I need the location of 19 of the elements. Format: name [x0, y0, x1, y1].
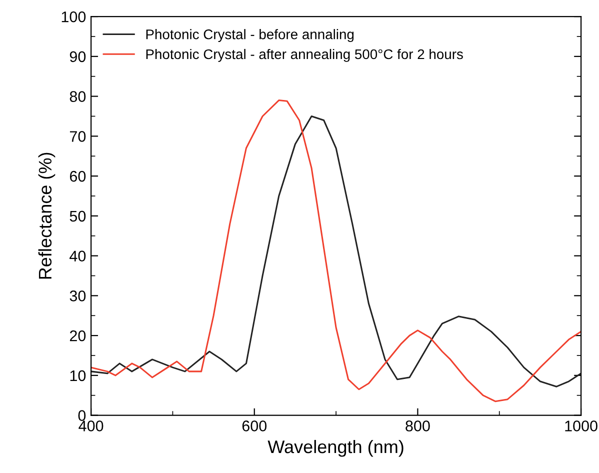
y-axis-title: Reflectance (%)	[38, 152, 56, 279]
x-tick-label: 600	[242, 420, 267, 432]
y-tick-label: 80	[70, 91, 86, 102]
y-tick-label: 100	[62, 11, 86, 22]
y-tick-label: 70	[70, 131, 86, 142]
y-tick-label: 60	[70, 170, 86, 182]
y-tick-label: 90	[70, 51, 86, 62]
x-axis-title: Wavelength (nm)	[268, 440, 404, 457]
y-tick-label: 30	[70, 290, 86, 302]
y-tick-label: 40	[70, 250, 86, 262]
legend-label: Photonic Crystal - before annaling	[146, 29, 354, 42]
x-tick-label: 1000	[565, 420, 598, 432]
x-tick-label: 400	[78, 420, 104, 432]
y-tick-label: 50	[70, 210, 86, 222]
y-tick-label: 0	[78, 410, 86, 421]
y-tick-label: 10	[70, 370, 86, 382]
y-tick-label: 20	[70, 330, 86, 342]
x-tick-label: 800	[406, 420, 430, 432]
legend-label: Photonic Crystal - after annealing 500°C for 2 hours	[146, 48, 463, 62]
